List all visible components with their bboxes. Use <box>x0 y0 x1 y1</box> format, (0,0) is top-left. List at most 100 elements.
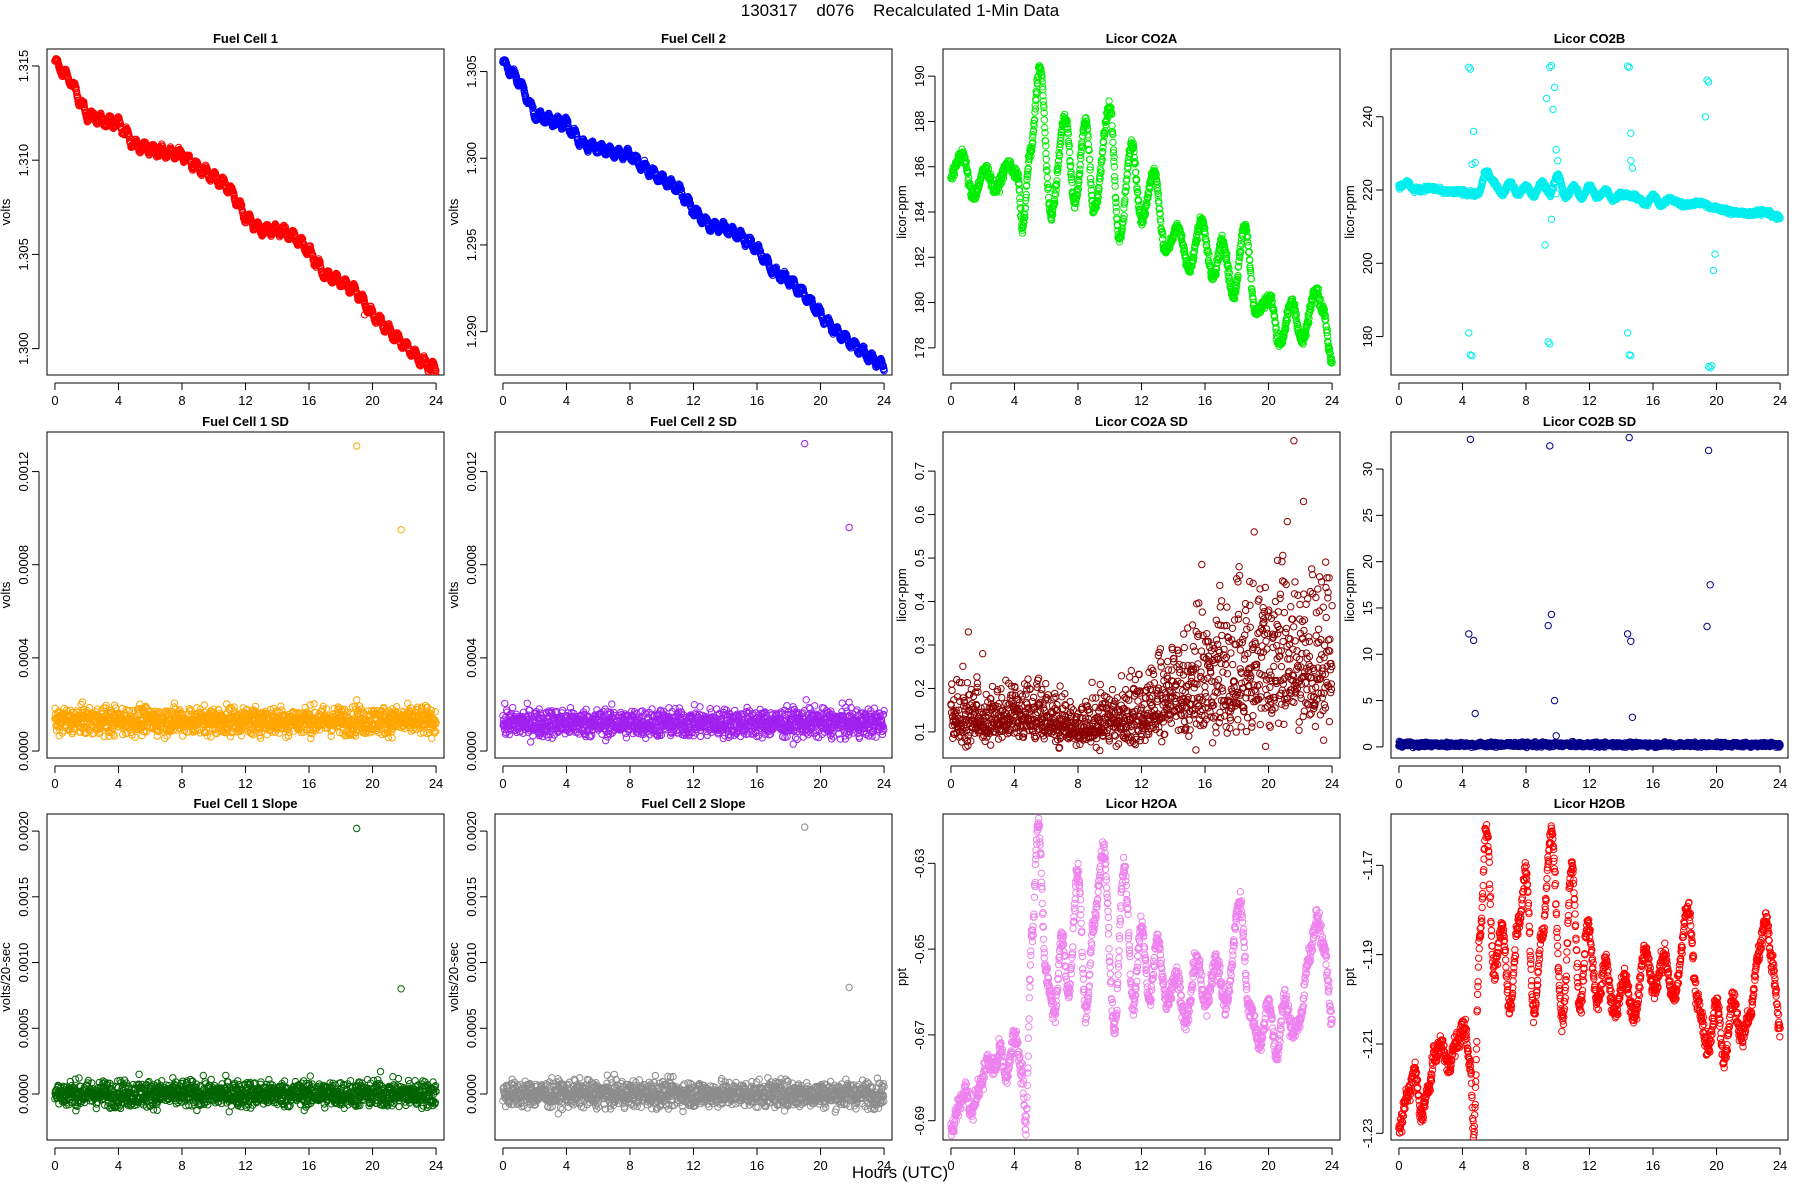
data-point <box>1040 103 1048 112</box>
data-point <box>1021 204 1030 212</box>
data-point <box>1283 313 1291 322</box>
data-point <box>1039 101 1048 109</box>
data-point <box>1099 147 1107 156</box>
data-point <box>1233 276 1242 284</box>
data-point <box>1086 166 1094 174</box>
panel-title: Licor CO2B <box>1554 31 1626 46</box>
data-point <box>238 201 246 209</box>
data-point <box>1111 182 1119 190</box>
data-point <box>1087 186 1096 194</box>
y-tick-label: 240 <box>1360 106 1375 128</box>
data-point <box>1087 178 1095 187</box>
data-point <box>755 242 763 250</box>
data-point <box>281 223 290 231</box>
data-point <box>1110 157 1118 166</box>
y-tick-label: 180 <box>912 292 927 314</box>
data-point <box>1121 198 1129 206</box>
data-point <box>1313 286 1321 294</box>
data-point <box>1029 126 1038 135</box>
x-tick-label: 8 <box>1074 393 1081 408</box>
data-point <box>1023 175 1031 184</box>
x-tick-label: 20 <box>365 393 379 408</box>
data-point <box>1224 260 1232 268</box>
data-point <box>1156 215 1165 223</box>
y-tick-label: 184 <box>912 201 927 223</box>
data-point <box>1063 117 1071 126</box>
data-point <box>1323 332 1332 340</box>
data-point <box>1076 165 1084 174</box>
data-point <box>764 257 773 266</box>
data-point <box>1225 265 1233 273</box>
data-point <box>396 335 404 343</box>
data-point <box>1043 162 1051 170</box>
data-point <box>1108 122 1116 130</box>
data-point <box>1051 199 1059 207</box>
data-point <box>1086 155 1094 164</box>
data-point <box>1038 78 1047 86</box>
y-axis-label: licor-ppm <box>1342 185 1357 238</box>
x-tick-label: 16 <box>750 393 764 408</box>
data-point <box>1109 149 1118 157</box>
data-point <box>1283 317 1292 325</box>
data-point <box>879 362 887 370</box>
y-tick-label: 1.315 <box>16 50 31 83</box>
data-point <box>1109 130 1117 139</box>
data-point <box>1181 251 1190 260</box>
data-point <box>1111 176 1119 185</box>
data-point <box>1281 321 1289 329</box>
data-point <box>1211 269 1219 277</box>
data-point <box>1085 146 1093 155</box>
data-point <box>1020 218 1028 227</box>
data-point <box>962 164 971 172</box>
data-point <box>1042 155 1051 164</box>
data-point <box>1053 168 1062 177</box>
data-point <box>1031 108 1039 116</box>
data-point <box>1057 133 1065 142</box>
x-tick-label: 24 <box>1325 393 1339 408</box>
data-point <box>1077 154 1085 163</box>
y-tick-label: 190 <box>912 65 927 87</box>
data-point <box>1012 166 1021 174</box>
plot-frame <box>942 48 1341 376</box>
y-tick-label: 1.300 <box>464 142 479 175</box>
y-tick-label: 188 <box>912 111 927 133</box>
data-point <box>1110 153 1118 162</box>
data-point <box>1021 213 1029 222</box>
data-point <box>1215 254 1223 262</box>
data-point <box>1130 143 1138 152</box>
data-point <box>1043 180 1052 189</box>
data-point <box>1201 230 1209 238</box>
y-tick-label: 178 <box>912 337 927 359</box>
x-tick-label: 20 <box>1261 393 1275 408</box>
x-tick-label: 24 <box>877 393 891 408</box>
x-tick-label: 0 <box>947 393 954 408</box>
data-point <box>1031 105 1040 113</box>
data-point <box>1178 231 1186 239</box>
data-point <box>1028 147 1036 155</box>
data-point <box>1224 273 1233 281</box>
data-point <box>1146 184 1154 192</box>
data-point <box>1112 208 1121 216</box>
data-point <box>1248 289 1257 297</box>
data-point <box>1189 257 1198 265</box>
data-point <box>1328 358 1336 367</box>
data-point <box>1040 109 1048 117</box>
data-point <box>1041 123 1049 132</box>
data-point <box>1087 181 1095 189</box>
data-point <box>432 367 440 375</box>
data-point <box>1042 142 1050 150</box>
data-point <box>998 178 1006 187</box>
x-tick-label: 4 <box>563 393 570 408</box>
data-point <box>1051 191 1060 199</box>
data-point <box>1100 132 1109 140</box>
y-tick-label: 180 <box>1360 326 1375 348</box>
data-point <box>1043 173 1052 182</box>
data-point <box>1084 133 1092 141</box>
data-point <box>966 179 974 187</box>
data-point <box>1159 231 1167 239</box>
y-tick-label: 1.305 <box>464 55 479 88</box>
data-point <box>950 171 959 179</box>
data-point <box>1112 203 1120 211</box>
data-point <box>1054 165 1062 174</box>
